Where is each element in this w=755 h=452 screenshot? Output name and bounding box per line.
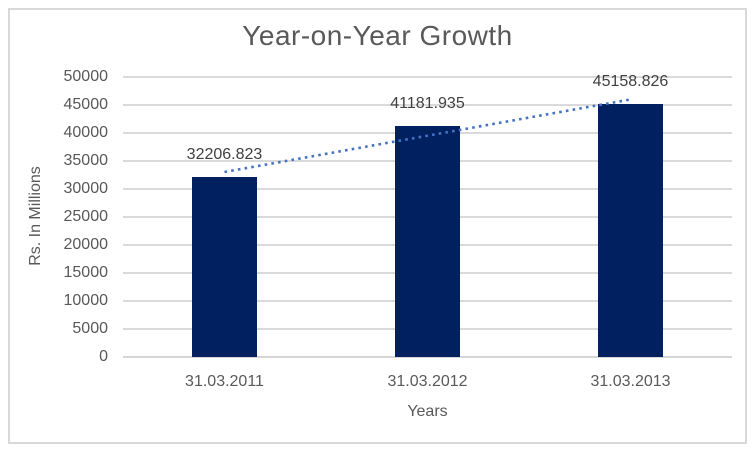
bar-data-label: 41181.935: [390, 95, 465, 113]
bar-data-label: 45158.826: [592, 73, 669, 91]
y-axis-tick-label: 25000: [63, 208, 109, 225]
x-axis-tick-label: 31.03.2012: [387, 373, 468, 390]
y-axis-tick-label: 30000: [63, 180, 109, 197]
chart-title: Year-on-Year Growth: [242, 20, 513, 51]
y-axis-tick-label: 5000: [72, 320, 108, 337]
bar: [598, 104, 663, 357]
x-axis-tick-label: 31.03.2013: [590, 373, 671, 390]
y-axis-tick-label: 15000: [63, 264, 109, 281]
y-axis-tick-label: 45000: [63, 96, 109, 113]
y-axis-tick-label: 40000: [63, 124, 109, 141]
y-axis-tick-label: 0: [99, 348, 108, 365]
y-axis-tick-label: 50000: [63, 68, 109, 85]
y-axis-tick-label: 20000: [63, 236, 109, 253]
y-axis-tick-label: 35000: [63, 152, 109, 169]
bar: [395, 126, 460, 357]
x-axis-title: Years: [407, 403, 448, 420]
bar-data-label: 32206.823: [186, 145, 263, 163]
x-axis-line: [123, 356, 732, 358]
y-axis-tick-label: 10000: [63, 292, 109, 309]
chart-container: Year-on-Year Growth Rs. In Millions Year…: [8, 8, 747, 444]
gridline: [123, 76, 732, 78]
bar: [192, 176, 257, 357]
x-axis-tick-label: 31.03.2011: [185, 373, 264, 390]
